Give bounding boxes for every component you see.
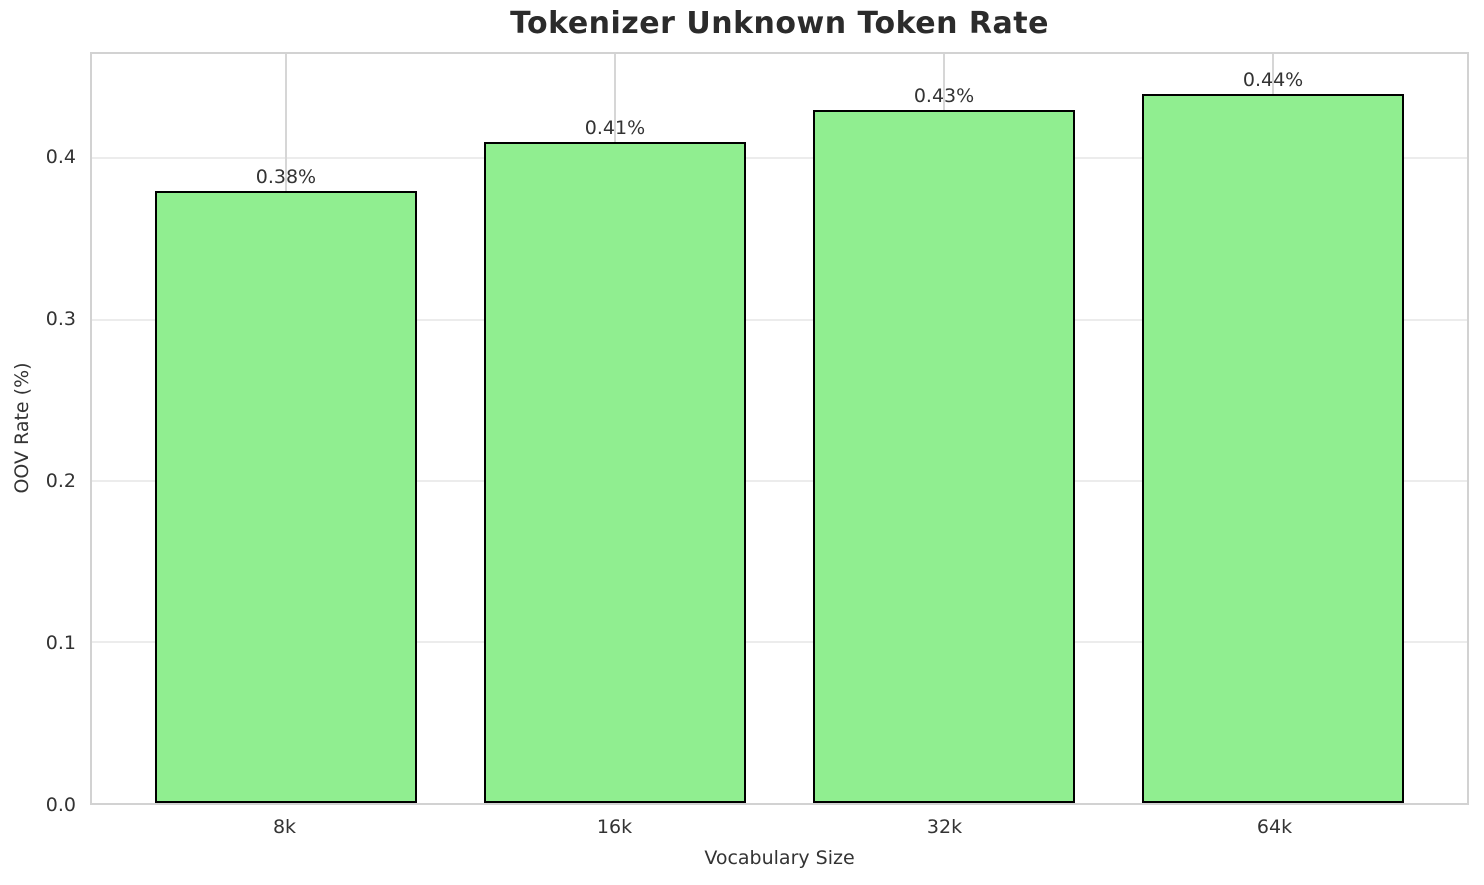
bar-value-label: 0.43% (913, 85, 975, 108)
bar-value-label: 0.38% (255, 165, 317, 188)
y-tick-label: 0.1 (45, 631, 76, 654)
bar-value-label: 0.44% (1242, 68, 1304, 91)
plot-area: 0.38% 0.41% 0.43% 0.44% (90, 52, 1469, 805)
x-tick-label: 8k (272, 816, 297, 838)
y-gridline (92, 157, 1467, 160)
bar-64k: 0.44% (1141, 69, 1405, 803)
bar-value-label: 0.41% (584, 117, 646, 140)
y-tick-label: 0.4 (45, 145, 76, 168)
x-axis-label: Vocabulary Size (704, 847, 855, 869)
bar-32k: 0.43% (812, 85, 1076, 803)
x-tick-label: 64k (1256, 816, 1293, 838)
bar-8k: 0.38% (154, 166, 418, 803)
chart-title: Tokenizer Unknown Token Rate (510, 6, 1049, 41)
y-tick-label: 0.0 (45, 794, 76, 816)
x-tick-label: 16k (596, 816, 633, 838)
x-tick-label: 32k (926, 816, 963, 838)
y-gridline (92, 479, 1467, 482)
y-tick-label: 0.3 (45, 307, 76, 330)
y-gridline (92, 318, 1467, 321)
y-tick-label: 0.2 (45, 469, 76, 492)
y-gridline (92, 640, 1467, 643)
bar-16k: 0.41% (483, 117, 747, 803)
